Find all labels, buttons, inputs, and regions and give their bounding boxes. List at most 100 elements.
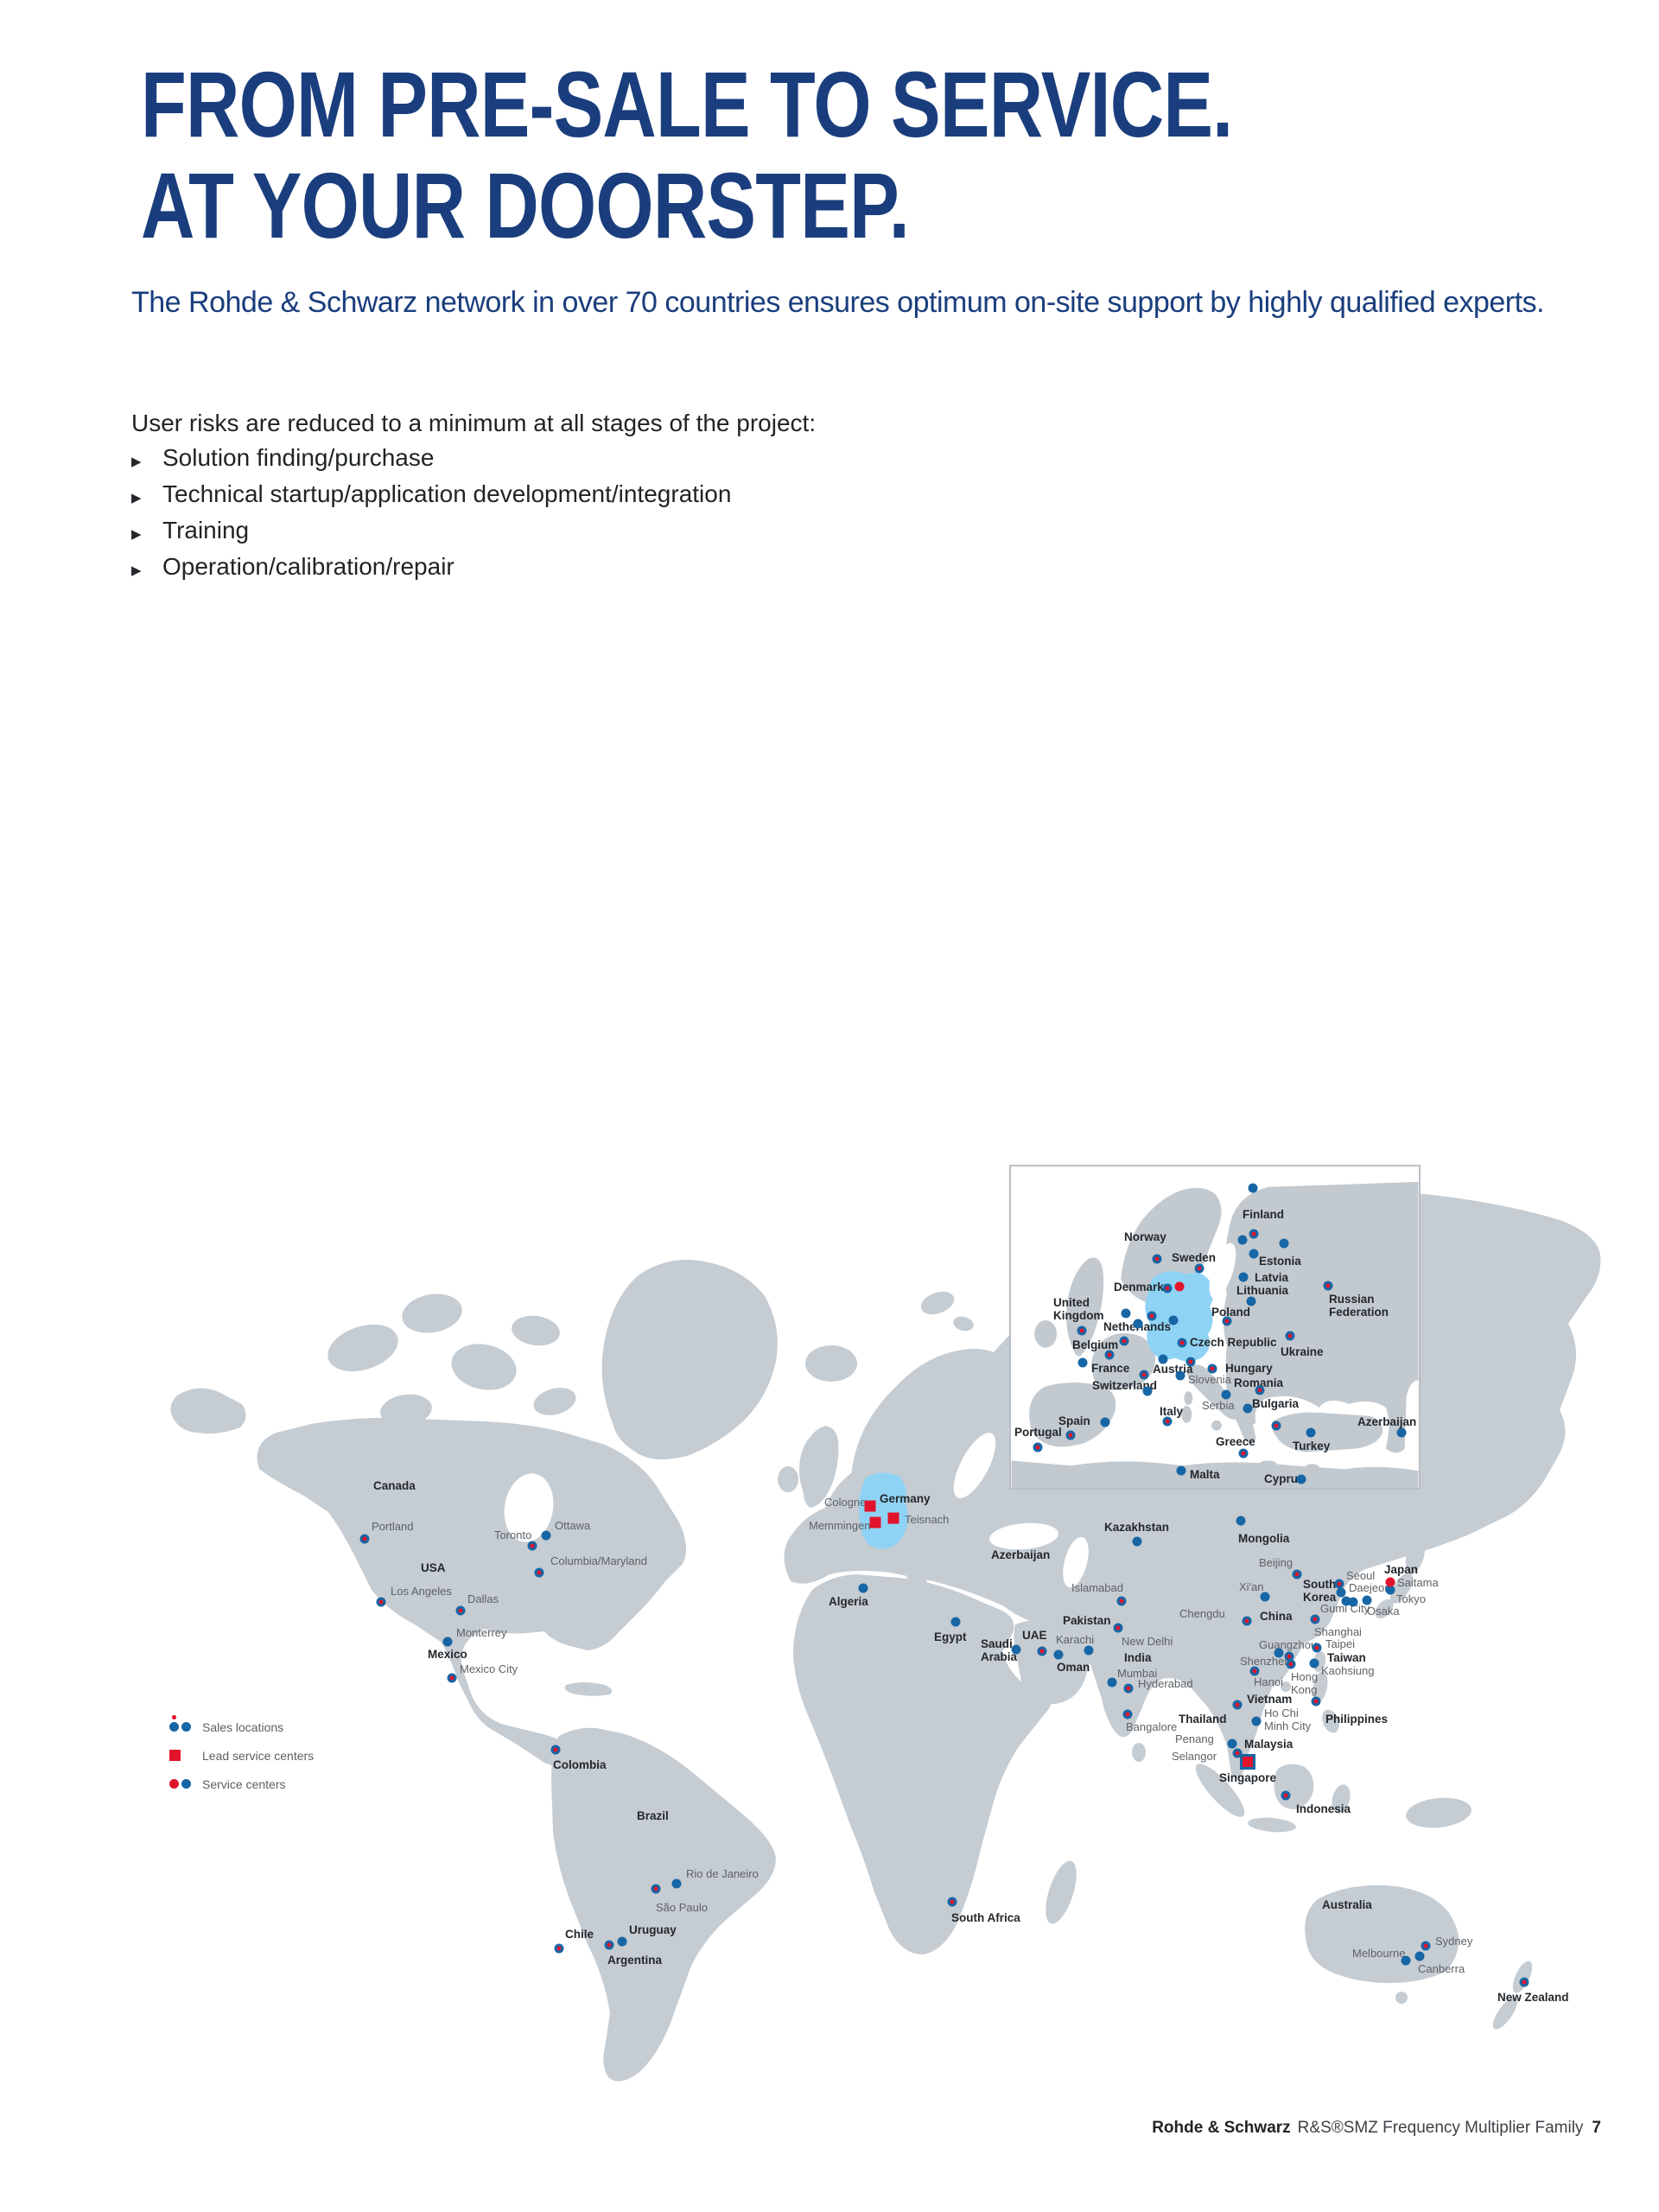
map-marker-br <box>1123 1683 1134 1694</box>
map-label-city: Shanghai <box>1314 1625 1362 1638</box>
map-marker-br <box>1077 1325 1087 1336</box>
map-marker-b <box>1414 1951 1425 1961</box>
map-label-country: India <box>1124 1651 1152 1664</box>
map-label-country: New Zealand <box>1497 1991 1569 2004</box>
map-marker-b <box>1274 1648 1284 1658</box>
map-marker-br <box>1232 1700 1243 1710</box>
map-label-city: Canberra <box>1418 1962 1465 1975</box>
bullet-text: Training <box>162 517 250 543</box>
map-marker-b <box>617 1936 627 1947</box>
map-label-country: Thailand <box>1179 1713 1227 1726</box>
bullet-triangle-icon: ▶ <box>131 563 142 578</box>
page-footer: Rohde & Schwarz R&S®SMZ Frequency Multip… <box>1152 2119 1601 2138</box>
map-marker-b <box>1175 1370 1185 1381</box>
map-marker-b <box>1251 1716 1262 1726</box>
map-label-city: Mexico City <box>460 1662 518 1675</box>
footer-brand: Rohde & Schwarz <box>1152 2119 1291 2137</box>
map-label-city: Kaohsiung <box>1321 1664 1375 1677</box>
map-label-city: São Paulo <box>656 1901 708 1914</box>
map-label-city: Ottawa <box>555 1519 591 1532</box>
map-label-country: Czech Republic <box>1190 1336 1277 1349</box>
footer-page-number: 7 <box>1592 2119 1601 2137</box>
map-marker-b <box>950 1617 961 1627</box>
map-label-country: Switzerland <box>1092 1379 1158 1392</box>
map-label-country: Indonesia <box>1296 1802 1351 1815</box>
map-marker-br <box>1152 1254 1162 1264</box>
page-title-line2: AT YOUR DOORSTEP. <box>141 153 910 257</box>
map-label-country: Hungary <box>1225 1362 1273 1375</box>
map-marker-br <box>1421 1941 1431 1951</box>
legend-marker-r-icon <box>169 1779 179 1789</box>
map-label-city: Shenzhen <box>1240 1655 1291 1668</box>
map-label-country: Mongolia <box>1238 1532 1290 1545</box>
map-marker-br <box>550 1745 561 1755</box>
map-label-country: Finland <box>1243 1208 1284 1221</box>
map-marker-br <box>1147 1311 1157 1321</box>
map-marker-br <box>1249 1229 1259 1239</box>
map-marker-br <box>1334 1579 1344 1589</box>
map-label-country: Poland <box>1211 1306 1251 1319</box>
map-label-country: Malta <box>1190 1468 1220 1481</box>
map-marker-br <box>1194 1263 1205 1274</box>
map-label-country: China <box>1260 1610 1293 1623</box>
map-marker-b <box>1133 1319 1143 1329</box>
map-marker-b <box>1237 1235 1248 1245</box>
map-marker-br <box>455 1605 466 1616</box>
map-label-country: Russian Federation <box>1329 1293 1389 1319</box>
map-label-country: Azerbaijan <box>991 1548 1051 1561</box>
map-label-city: Penang <box>1175 1732 1214 1745</box>
map-label-city: Daejeon <box>1349 1581 1391 1594</box>
map-marker-br <box>359 1534 370 1544</box>
bullet-text: Technical startup/application developmen… <box>162 480 732 507</box>
bullet-triangle-icon: ▶ <box>131 454 142 469</box>
intro-text: User risks are reduced to a minimum at a… <box>131 410 817 436</box>
map-marker-br <box>1232 1748 1243 1758</box>
legend-label: Sales locations <box>202 1719 284 1734</box>
map-marker-sqb <box>1240 1754 1255 1770</box>
map-marker-br <box>1037 1646 1047 1656</box>
map-label-country: Mexico <box>428 1648 467 1661</box>
map-label-country: Pakistan <box>1063 1614 1111 1627</box>
map-label-city: Cologne <box>824 1496 867 1509</box>
map-label-city: Taipei <box>1325 1637 1355 1650</box>
map-label-city: Hong Kong <box>1291 1670 1319 1696</box>
map-marker-br <box>1249 1666 1260 1676</box>
map-marker-br <box>554 1943 564 1954</box>
map-label-city: Teisnach <box>905 1513 950 1526</box>
map-marker-br <box>534 1567 544 1578</box>
map-label-country: Algeria <box>829 1595 868 1608</box>
map-marker-br <box>1312 1643 1322 1653</box>
map-label-country: Egypt <box>934 1630 967 1643</box>
map-label-country: United Kingdom <box>1053 1296 1104 1323</box>
map-marker-b <box>1121 1308 1131 1319</box>
map-marker-b <box>1011 1644 1021 1655</box>
legend-icons <box>169 1779 199 1789</box>
map-label-city: Karachi <box>1056 1633 1095 1646</box>
map-label-city: Tokyo <box>1396 1592 1426 1605</box>
map-marker-b <box>1132 1536 1142 1547</box>
legend-icons <box>169 1722 199 1732</box>
map-label-city: Hanoi <box>1254 1675 1283 1688</box>
map-label-city: Portland <box>372 1520 414 1533</box>
map-label-country: Spain <box>1058 1414 1090 1427</box>
map-marker-br <box>1311 1696 1321 1707</box>
bullet-triangle-icon: ▶ <box>131 527 142 542</box>
map-marker-br <box>527 1541 537 1551</box>
map-label-city: Rio de Janeiro <box>686 1867 759 1880</box>
legend-icons <box>169 1750 199 1761</box>
legend-row: Service centers <box>169 1770 314 1798</box>
map-marker-br <box>376 1597 386 1607</box>
map-label-city: Selangor <box>1172 1750 1217 1763</box>
map-marker-b <box>1053 1649 1064 1660</box>
map-marker-b <box>1248 1183 1258 1193</box>
legend-label: Service centers <box>202 1777 286 1791</box>
map-marker-b <box>1107 1677 1117 1688</box>
map-marker-br <box>1310 1614 1320 1624</box>
map-marker-b <box>1306 1427 1316 1438</box>
bullet-item: ▶ Technical startup/application developme… <box>131 480 731 517</box>
bullet-text: Solution finding/purchase <box>162 444 435 471</box>
map-label-city: Ho Chi Minh City <box>1264 1707 1312 1732</box>
map-label-country: Belgium <box>1072 1338 1119 1351</box>
page-subtitle: The Rohde & Schwarz network in over 70 c… <box>131 286 1545 319</box>
